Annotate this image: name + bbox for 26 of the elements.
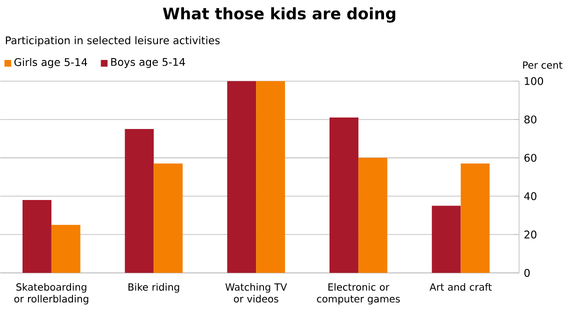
bar <box>330 117 358 273</box>
x-tick-label: Bike riding <box>128 283 180 293</box>
y-tick-label: 0 <box>524 268 530 277</box>
bar <box>22 200 52 273</box>
x-tick-label: Skateboarding or rollerblading <box>14 283 88 304</box>
x-tick-label: Art and craft <box>430 283 492 291</box>
legend-label: Boys age 5-14 <box>111 58 186 68</box>
y-tick-label: 100 <box>524 77 544 86</box>
y-tick-label: 40 <box>524 192 536 200</box>
y-tick-label: 60 <box>524 154 536 162</box>
y-axis-title: Per cent <box>523 61 562 69</box>
y-tick-label: 20 <box>524 230 536 238</box>
bar <box>256 81 285 273</box>
x-tick-label: Electronic or computer games <box>317 283 400 304</box>
chart-title: What those kids are doing <box>162 7 396 23</box>
x-tick-label: Watching TV or videos <box>225 283 287 302</box>
bar <box>358 158 388 273</box>
bar <box>51 224 80 273</box>
bar <box>124 128 154 273</box>
chart-subtitle: Participation in selected leisure activities <box>6 36 220 46</box>
bar <box>432 206 461 273</box>
legend-label: Girls age 5-14 <box>14 58 88 68</box>
bar <box>460 163 490 273</box>
bar <box>227 81 256 273</box>
bar <box>154 163 183 273</box>
y-tick-label: 80 <box>524 115 536 124</box>
